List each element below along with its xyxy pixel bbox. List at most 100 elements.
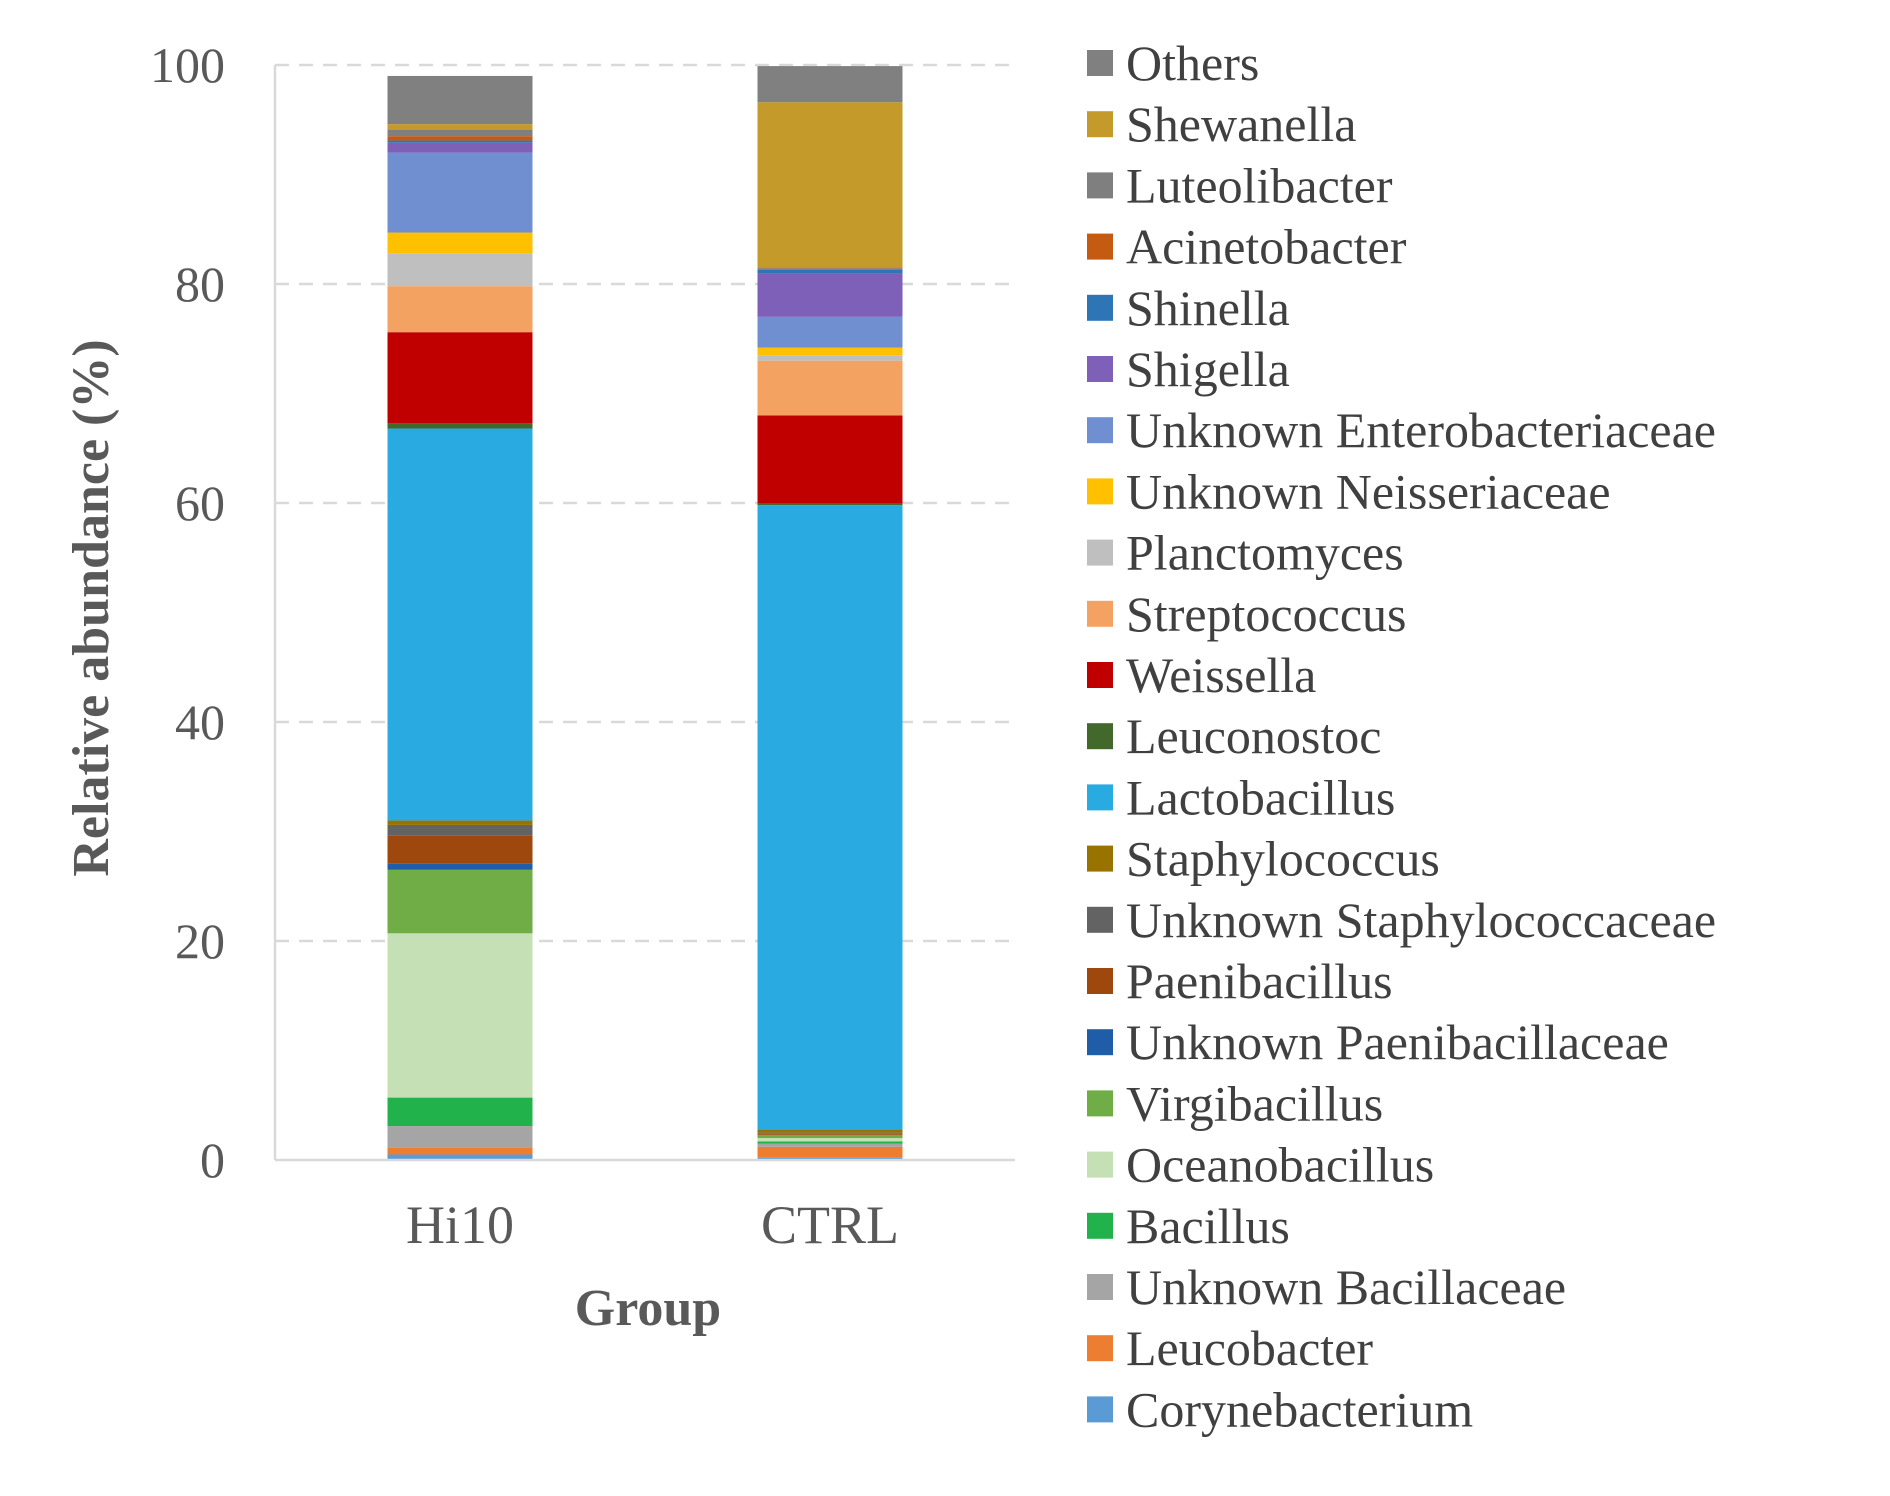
- legend-item: Virgibacillus: [1087, 1075, 1383, 1131]
- bar-segment: [757, 1141, 903, 1144]
- legend-label: Unknown Staphylococcaceae: [1126, 892, 1716, 948]
- legend-swatch: [1087, 784, 1113, 811]
- legend-label: Virgibacillus: [1126, 1075, 1383, 1131]
- legend-item: Shewanella: [1087, 96, 1356, 152]
- legend-swatch: [1087, 723, 1113, 750]
- bar-segment: [387, 129, 533, 137]
- legend-swatch: [1087, 906, 1113, 933]
- legend-swatch: [1087, 356, 1113, 382]
- bar-segment: [757, 1133, 903, 1135]
- bar-segment: [757, 269, 903, 274]
- legend-label: Weissella: [1126, 647, 1316, 703]
- legend-label: Unknown Paenibacillaceae: [1126, 1014, 1669, 1070]
- x-tick-label: Hi10: [406, 1195, 514, 1255]
- bar-segment: [387, 152, 533, 233]
- legend-label: Others: [1126, 35, 1259, 91]
- bar-segment: [387, 332, 533, 424]
- y-tick-label: 80: [175, 256, 225, 312]
- legend-swatch: [1087, 1151, 1113, 1178]
- bar-segment: [757, 267, 903, 269]
- bar-segment: [387, 835, 533, 864]
- bar-segment: [757, 1132, 903, 1134]
- bar-segment: [387, 428, 533, 821]
- bar-segment: [387, 140, 533, 143]
- y-tick-label: 60: [175, 475, 225, 531]
- y-tick-label: 0: [200, 1132, 225, 1188]
- bar-segment: [387, 824, 533, 836]
- legend-swatch: [1087, 50, 1113, 76]
- bar-segment: [757, 1138, 903, 1142]
- bar-segment: [387, 863, 533, 870]
- legend-swatch: [1087, 968, 1113, 994]
- bar-segment: [387, 232, 533, 254]
- legend-swatch: [1087, 478, 1113, 505]
- legend-label: Leucobacter: [1126, 1320, 1373, 1376]
- bar-segment: [387, 142, 533, 153]
- legend-swatch: [1087, 539, 1113, 566]
- y-tick-label: 100: [150, 37, 225, 93]
- legend-swatch: [1087, 1212, 1113, 1239]
- legend-swatch: [1087, 172, 1113, 199]
- bars: [387, 66, 903, 1160]
- legend-label: Acinetobacter: [1126, 219, 1407, 275]
- bar-segment: [757, 505, 903, 1130]
- legend-item: Acinetobacter: [1087, 219, 1407, 275]
- bar-segment: [387, 423, 533, 429]
- legend-label: Shigella: [1126, 341, 1290, 397]
- bar-segment: [757, 347, 903, 356]
- bar-segment: [387, 820, 533, 825]
- legend-label: Shinella: [1126, 280, 1290, 336]
- bar-segment: [387, 124, 533, 130]
- bar-segment: [387, 286, 533, 333]
- legend-swatch: [1087, 1396, 1113, 1423]
- legend-item: Unknown Neisseriaceae: [1087, 463, 1611, 519]
- legend-label: Oceanobacillus: [1126, 1137, 1434, 1193]
- axes: 0 20 40 60 80 100 Hi10 CTRL: [150, 37, 1015, 1255]
- x-axis-title: Group: [575, 1280, 721, 1337]
- legend-item: Staphylococcus: [1087, 831, 1440, 887]
- bar-segment: [757, 268, 903, 270]
- gridlines: [275, 63, 1015, 943]
- bar-segment: [387, 75, 533, 125]
- bar-segment: [757, 1146, 903, 1158]
- bar-segment: [757, 360, 903, 416]
- bar-segment: [757, 273, 903, 317]
- legend-swatch: [1087, 294, 1113, 321]
- legend-label: Staphylococcus: [1126, 831, 1440, 887]
- legend-item: Planctomyces: [1087, 525, 1404, 581]
- legend-swatch: [1087, 1274, 1113, 1300]
- legend-swatch: [1087, 111, 1113, 138]
- bar-segment: [757, 66, 903, 103]
- legend-item: Shinella: [1087, 280, 1290, 336]
- legend-item: Unknown Bacillaceae: [1087, 1259, 1566, 1315]
- bar-segment: [757, 316, 903, 348]
- legend-label: Planctomyces: [1126, 525, 1404, 581]
- legend-label: Luteolibacter: [1126, 157, 1393, 213]
- legend-label: Streptococcus: [1126, 586, 1406, 642]
- legend-swatch: [1087, 417, 1113, 444]
- bar-segment: [387, 253, 533, 287]
- legend-label: Unknown Neisseriaceae: [1126, 463, 1611, 519]
- legend-item: Corynebacterium: [1087, 1381, 1473, 1437]
- legend-item: Bacillus: [1087, 1198, 1290, 1254]
- legend-swatch: [1087, 662, 1113, 688]
- legend-item: Shigella: [1087, 341, 1290, 397]
- bar-segment: [387, 1097, 533, 1127]
- bar-segment: [757, 1143, 903, 1147]
- bar-segment: [387, 1154, 533, 1160]
- y-axis-title: Relative abundance (%): [63, 339, 120, 876]
- legend-label: Lactobacillus: [1126, 769, 1395, 825]
- legend-item: Paenibacillus: [1087, 953, 1393, 1009]
- legend-label: Unknown Bacillaceae: [1126, 1259, 1566, 1315]
- y-tick-label: 40: [175, 694, 225, 750]
- legend-label: Bacillus: [1126, 1198, 1290, 1254]
- bar-segment: [387, 1126, 533, 1148]
- legend-item: Unknown Staphylococcaceae: [1087, 892, 1716, 948]
- bar-segment: [757, 415, 903, 503]
- legend-item: Luteolibacter: [1087, 157, 1393, 213]
- legend-swatch: [1087, 1335, 1113, 1362]
- bar-segment: [757, 1129, 903, 1133]
